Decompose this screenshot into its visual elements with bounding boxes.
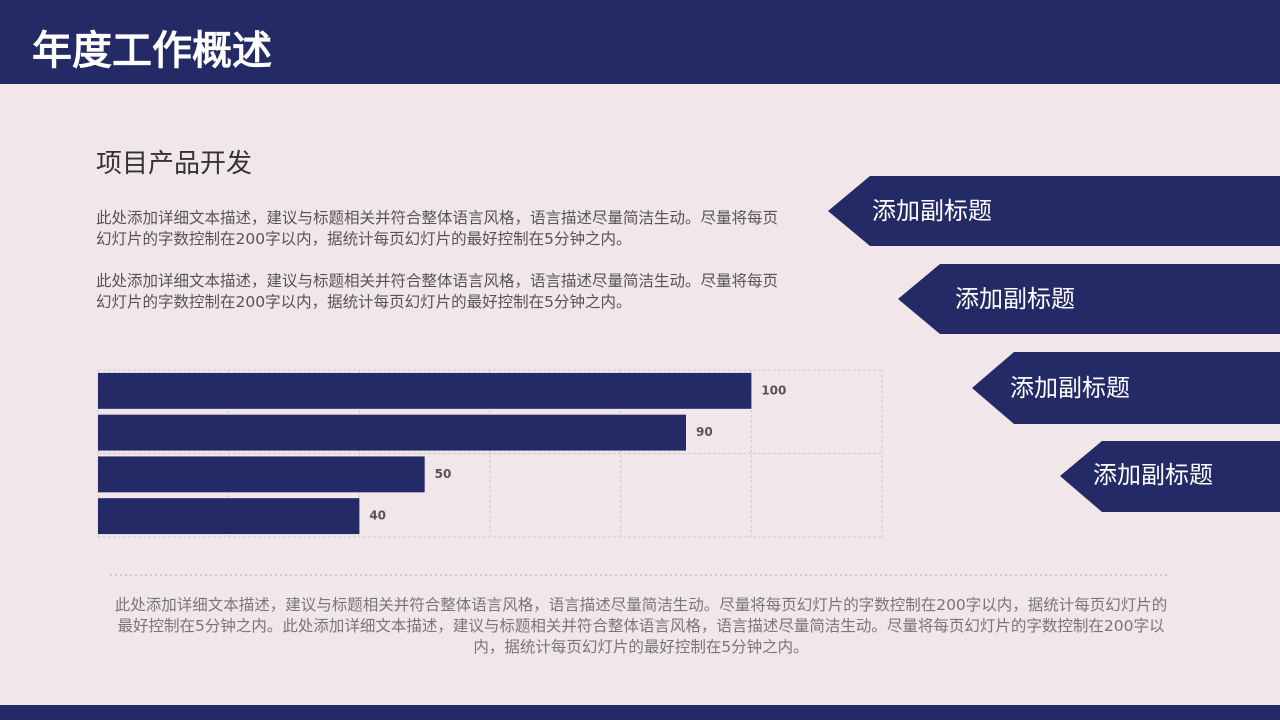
paragraph: 此处添加详细文本描述，建议与标题相关并符合整体语言风格，语言描述尽量简洁生动。尽… <box>96 209 779 248</box>
footer-paragraph: 此处添加详细文本描述，建议与标题相关并符合整体语言风格，语言描述尽量简洁生动。尽… <box>114 596 1168 656</box>
page-title: 年度工作概述 <box>32 28 272 74</box>
subtitle: 添加副标题 <box>955 285 1075 313</box>
bar <box>98 456 425 493</box>
subtitle-shape <box>898 264 1280 334</box>
subtitle-shape <box>972 352 1280 424</box>
bar <box>98 414 686 451</box>
paragraph: 此处添加详细文本描述，建议与标题相关并符合整体语言风格，语言描述尽量简洁生动。尽… <box>96 272 779 311</box>
bar <box>98 372 752 409</box>
subtitle-shape <box>828 176 1280 246</box>
bar <box>98 498 360 535</box>
footer-bar <box>0 705 1280 720</box>
value-label: 40 <box>369 509 386 523</box>
subtitle: 添加副标题 <box>1010 374 1130 402</box>
value-label: 90 <box>696 425 713 439</box>
subtitle: 添加副标题 <box>1093 461 1213 489</box>
value-label: 100 <box>761 383 786 397</box>
subtitle: 添加副标题 <box>872 197 992 225</box>
section-heading: 项目产品开发 <box>96 149 253 179</box>
value-label: 50 <box>435 467 452 481</box>
header-bar <box>0 0 1280 84</box>
subtitle-shape <box>1060 441 1280 512</box>
